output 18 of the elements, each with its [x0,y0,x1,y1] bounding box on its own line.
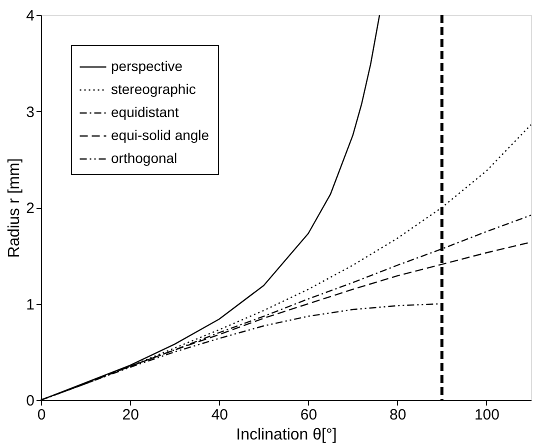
legend-label: orthogonal [111,150,178,166]
x-tick-label: 0 [37,406,46,424]
y-axis-title: Radius r [mm] [6,158,24,258]
legend-label: stereographic [111,81,196,97]
y-tick-label: 1 [26,296,34,314]
x-tick-label: 40 [211,406,228,424]
legend-label: perspective [111,58,183,74]
x-tick-label: 60 [300,406,318,424]
legend-label: equidistant [111,104,179,120]
y-tick-label: 4 [26,8,34,24]
x-tick-label: 100 [474,406,500,424]
x-tick-label: 20 [122,406,139,424]
y-tick-label: 3 [26,104,34,121]
y-tick-label: 2 [26,200,34,217]
y-tick-label: 0 [26,392,34,410]
legend-label: equi-solid angle [111,127,210,143]
x-tick-label: 80 [390,406,406,424]
x-axis-title: Inclination θ[°] [236,426,337,444]
